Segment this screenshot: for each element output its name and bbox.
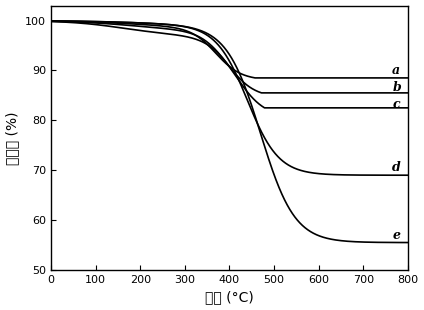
Text: c: c [392, 98, 400, 111]
Text: d: d [392, 161, 401, 174]
Text: e: e [392, 228, 400, 241]
X-axis label: 温度 (°C): 温度 (°C) [205, 290, 254, 304]
Text: a: a [392, 64, 400, 77]
Text: b: b [392, 82, 401, 94]
Y-axis label: 质量比 (%): 质量比 (%) [6, 111, 20, 165]
